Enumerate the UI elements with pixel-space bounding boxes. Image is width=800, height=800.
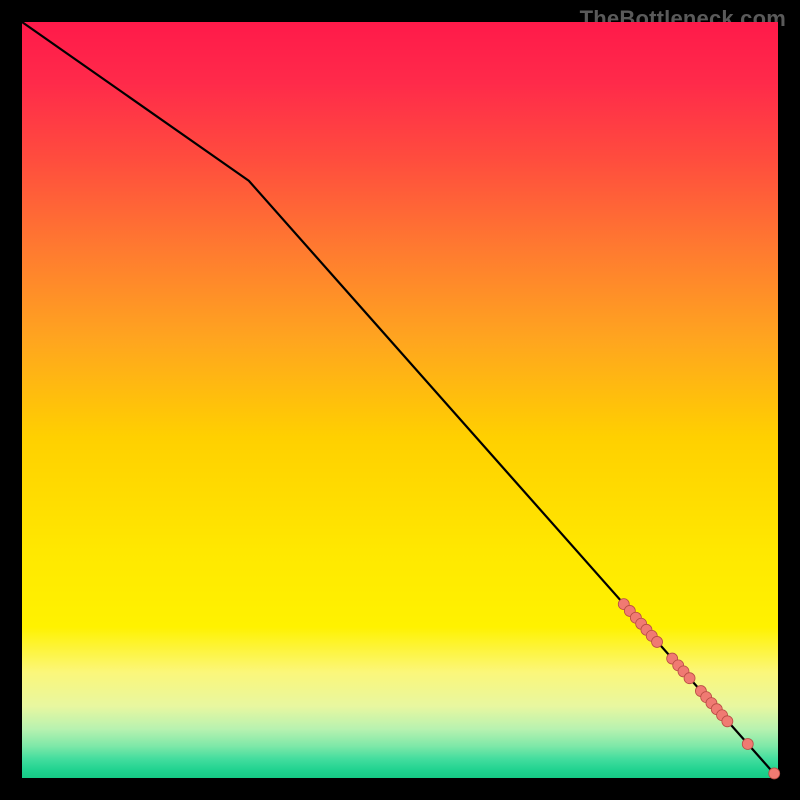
data-point-marker: [684, 673, 695, 684]
data-point-marker: [722, 716, 733, 727]
data-point-marker: [742, 738, 753, 749]
trend-line: [22, 22, 778, 778]
chart-overlay: [22, 22, 778, 778]
data-point-marker: [769, 768, 780, 779]
data-point-marker: [652, 636, 663, 647]
